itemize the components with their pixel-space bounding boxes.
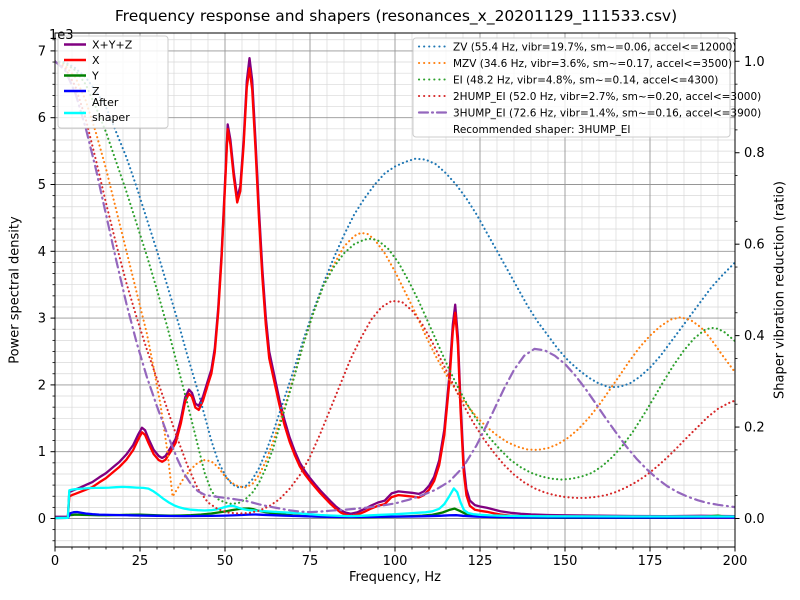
tick-label: 3: [38, 312, 46, 327]
legend-item: X: [64, 54, 100, 67]
tick-label: 0: [51, 554, 59, 569]
tick-label: 0.6: [744, 238, 765, 253]
x-axis-label: Frequency, Hz: [348, 570, 442, 585]
tick-label: 3HUMP_EI (72.6 Hz, vibr=1.4%, sm~=0.16, …: [453, 107, 761, 119]
y-axis-label-left: Power spectral density: [7, 216, 23, 364]
y-axis-label-right: Shaper vibration reduction (ratio): [772, 181, 788, 399]
axis-ticks: 0 25 50 75 100 125 150 175 200 0 1 2 3 4 5 6 7 0.0 0.2 0.4 0…: [38, 38, 765, 569]
tick-label: Z: [92, 85, 100, 98]
tick-label: 75: [302, 554, 319, 569]
series-x-curve: [55, 67, 735, 519]
tick-label: Recommended shaper: 3HUMP_EI: [453, 124, 631, 136]
tick-label: 100: [383, 554, 408, 569]
tick-label: 25: [132, 554, 149, 569]
chart-title: Frequency response and shapers (resonanc…: [114, 7, 678, 25]
series-2hump-ei-curve: [55, 60, 735, 515]
tick-label: 5: [38, 178, 46, 193]
series-z-curve: [55, 510, 735, 520]
tick-label: MZV (34.6 Hz, vibr=3.6%, sm~=0.17, accel…: [453, 58, 732, 70]
tick-label: 150: [553, 554, 578, 569]
tick-label: 6: [38, 111, 46, 126]
legend-item: EI (48.2 Hz, vibr=4.8%, sm~=0.14, accel<…: [417, 74, 718, 86]
series-after-shaper-curve: [55, 485, 735, 520]
legend-item: 2HUMP_EI (52.0 Hz, vibr=2.7%, sm~=0.20, …: [417, 91, 761, 103]
legend-item: ZV (55.4 Hz, vibr=19.7%, sm~=0.06, accel…: [417, 41, 736, 53]
tick-label: 2HUMP_EI (52.0 Hz, vibr=2.7%, sm~=0.20, …: [453, 91, 761, 103]
tick-label: 0.0: [744, 512, 765, 527]
tick-label: 2: [38, 378, 46, 393]
tick-label: 1.0: [744, 55, 765, 70]
tick-label: Y: [91, 70, 99, 83]
legend-right: ZV (55.4 Hz, vibr=19.7%, sm~=0.06, accel…: [412, 37, 761, 138]
series-ei-curve: [55, 60, 735, 505]
legend-item: After shaper: [64, 96, 130, 124]
tick-label: X+Y+Z: [92, 39, 133, 52]
tick-label: 50: [217, 554, 234, 569]
tick-label: shaper: [92, 111, 130, 124]
series-3hump-ei-curve: [55, 60, 735, 514]
tick-label: 0.2: [744, 421, 765, 436]
series-mzv-curve: [55, 60, 735, 498]
tick-label: X: [92, 54, 100, 67]
legend-item: Recommended shaper: 3HUMP_EI: [453, 124, 631, 136]
tick-label: 0: [38, 512, 46, 527]
tick-label: ZV (55.4 Hz, vibr=19.7%, sm~=0.06, accel…: [453, 41, 736, 53]
tick-label: 0.4: [744, 329, 765, 344]
tick-label: 7: [38, 44, 46, 59]
tick-label: 0.8: [744, 146, 765, 161]
legend-item: Z: [64, 85, 100, 98]
tick-label: 125: [468, 554, 493, 569]
tick-label: 4: [38, 245, 46, 260]
tick-label: 1: [38, 445, 46, 460]
legend-item: X+Y+Z: [64, 39, 133, 52]
tick-label: After: [92, 96, 119, 109]
legend-item: 3HUMP_EI (72.6 Hz, vibr=1.4%, sm~=0.16, …: [417, 107, 761, 119]
tick-label: 175: [638, 554, 663, 569]
y-axis-offset-label: 1e3: [49, 28, 74, 43]
legend-item: MZV (34.6 Hz, vibr=3.6%, sm~=0.17, accel…: [417, 58, 732, 70]
tick-label: EI (48.2 Hz, vibr=4.8%, sm~=0.14, accel<…: [453, 74, 718, 86]
tick-label: 200: [723, 554, 748, 569]
legend-item: Y: [64, 70, 99, 83]
